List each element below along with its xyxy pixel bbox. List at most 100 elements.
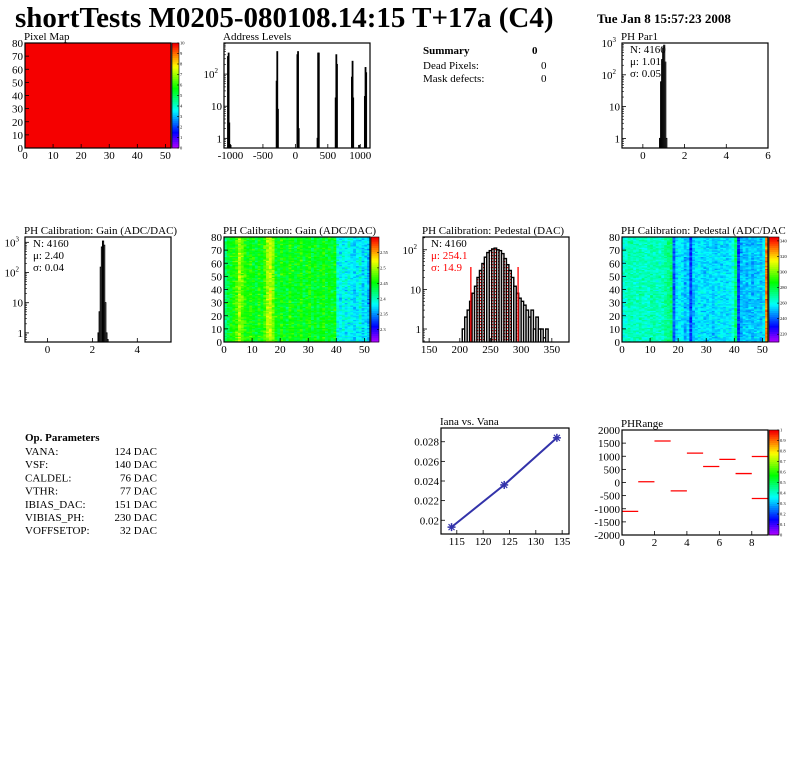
heatmap-cell	[327, 252, 331, 255]
heatmap-cell	[240, 328, 244, 331]
heatmap-cell	[294, 303, 298, 306]
heatmap-cell	[271, 239, 275, 242]
heatmap-cell	[299, 261, 303, 264]
heatmap-cell	[274, 331, 278, 334]
heatmap-cell	[229, 243, 233, 246]
heatmap-cell	[294, 289, 298, 292]
heatmap-cell	[277, 276, 281, 278]
heatmap-cell	[322, 334, 326, 336]
heatmap-cell	[327, 258, 331, 260]
heatmap-cell	[266, 259, 270, 261]
heatmap-cell	[311, 309, 315, 311]
heatmap-cell	[330, 279, 334, 281]
heatmap-cell	[294, 292, 298, 294]
heatmap-cell	[235, 297, 239, 299]
heatmap-cell	[364, 319, 368, 322]
heatmap-cell	[302, 324, 306, 327]
heatmap-cell	[274, 256, 278, 259]
stats-sigma: σ: 0.05	[630, 68, 661, 80]
heatmap-cell	[263, 248, 267, 251]
heatmap-cell	[358, 275, 362, 277]
heatmap-cell	[249, 321, 253, 323]
heatmap-cell	[288, 294, 292, 297]
heatmap-cell	[268, 340, 273, 342]
heatmap-cell	[316, 237, 320, 239]
palette-tick-label: 9	[180, 51, 183, 56]
heatmap-cell	[257, 302, 261, 305]
heatmap-cell	[325, 324, 329, 327]
heatmap-cell	[308, 327, 312, 330]
heatmap-cell	[344, 239, 348, 242]
heatmap-cell	[308, 336, 312, 339]
heatmap-cell	[263, 252, 267, 255]
heatmap-cell	[336, 290, 340, 293]
heatmap-cell	[364, 240, 368, 243]
stats-mean: μ: 1.01	[630, 56, 661, 68]
heatmap-cell	[277, 313, 281, 315]
heatmap-cell	[316, 269, 320, 272]
heatmap-cell	[291, 243, 295, 246]
heatmap-cell	[308, 319, 312, 322]
heatmap-cell	[260, 271, 264, 273]
heatmap-cell	[308, 297, 312, 299]
heatmap-cell	[294, 300, 298, 302]
heatmap-cell	[285, 327, 289, 330]
heatmap-cell	[243, 243, 247, 246]
heatmap-cell	[316, 314, 320, 317]
heatmap-cell	[280, 289, 284, 292]
heatmap-cell	[364, 247, 368, 250]
heatmap-cell	[308, 323, 312, 326]
heatmap-cell	[249, 277, 253, 280]
pixel-map-title: Pixel Map	[24, 31, 70, 43]
heatmap-cell	[311, 259, 315, 261]
heatmap-cell	[224, 265, 228, 268]
heatmap-cell	[355, 305, 360, 307]
heatmap-cell	[624, 255, 628, 257]
heatmap-cell	[355, 292, 360, 294]
heatmap-cell	[268, 317, 273, 319]
heatmap-cell	[294, 338, 298, 340]
heatmap-cell	[333, 280, 337, 282]
heatmap-cell	[260, 305, 264, 307]
heatmap-cell	[263, 242, 267, 244]
heatmap-cell	[271, 243, 275, 246]
heatmap-cell	[249, 237, 253, 239]
heatmap-cell	[627, 315, 631, 318]
heatmap-cell	[358, 239, 362, 242]
heatmap-cell	[285, 323, 289, 326]
heatmap-cell	[353, 293, 357, 296]
heatmap-cell	[325, 279, 329, 281]
heatmap-cell	[271, 244, 275, 247]
heatmap-cell	[350, 301, 354, 303]
heatmap-cell	[235, 247, 239, 250]
heatmap-cell	[361, 323, 365, 326]
heatmap-cell	[224, 292, 228, 294]
heatmap-cell	[274, 240, 278, 243]
heatmap-cell	[294, 264, 298, 267]
stats-sigma: σ: 14.9	[431, 262, 462, 274]
heatmap-cell	[302, 310, 306, 313]
heatmap-cell	[344, 276, 348, 278]
heatmap-cell	[361, 255, 365, 257]
heatmap-cell	[333, 242, 337, 244]
heatmap-cell	[243, 335, 247, 338]
heatmap-cell	[229, 328, 233, 331]
heatmap-cell	[367, 290, 370, 293]
heatmap-cell	[226, 263, 230, 265]
heatmap-cell	[280, 255, 284, 257]
heatmap-cell	[235, 302, 239, 305]
heatmap-cell	[280, 294, 284, 297]
heatmap-cell	[254, 327, 258, 330]
heatmap-cell	[257, 277, 261, 280]
heatmap-cell	[313, 313, 317, 315]
heatmap-cell	[254, 326, 258, 328]
heatmap-cell	[313, 242, 317, 244]
heatmap-cell	[254, 317, 258, 319]
heatmap-cell	[330, 294, 334, 297]
heatmap-cell	[274, 265, 278, 268]
heatmap-cell	[240, 280, 244, 282]
heatmap-cell	[358, 282, 362, 285]
heatmap-cell	[229, 259, 233, 261]
heatmap-cell	[336, 246, 340, 248]
heatmap-cell	[288, 280, 292, 282]
